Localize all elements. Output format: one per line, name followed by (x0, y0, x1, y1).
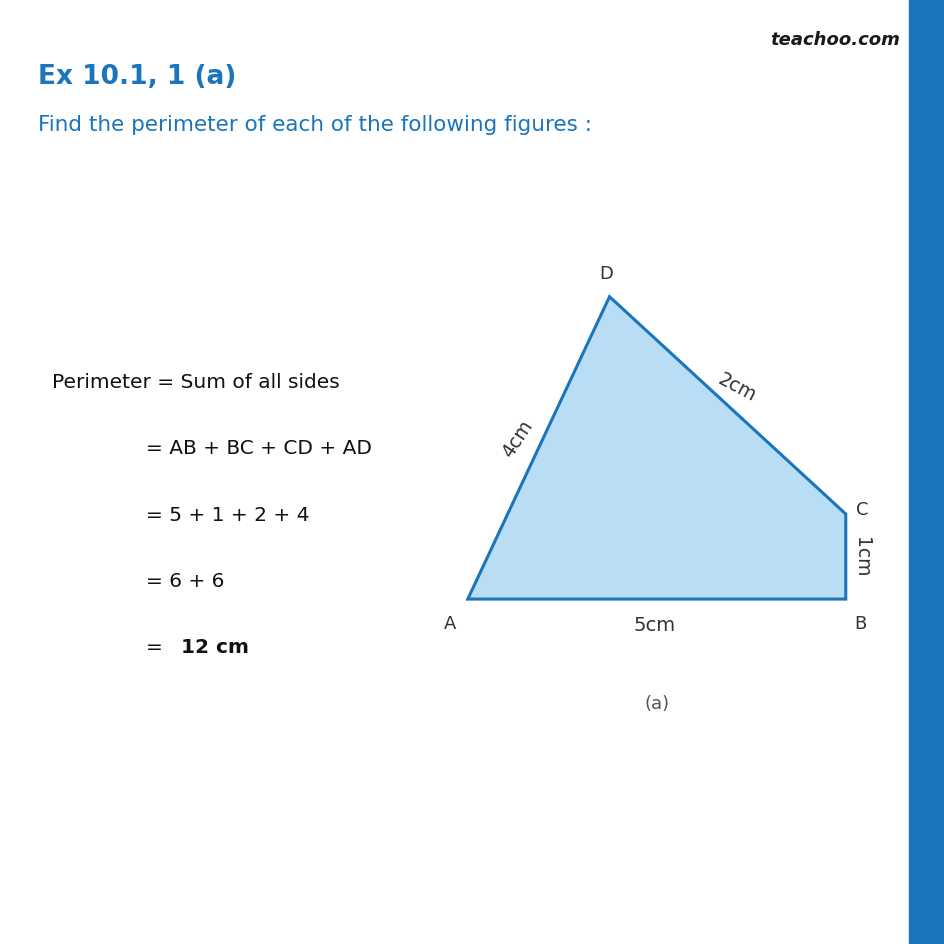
Text: Perimeter = Sum of all sides: Perimeter = Sum of all sides (52, 373, 339, 392)
Text: 5cm: 5cm (633, 615, 675, 634)
Text: teachoo.com: teachoo.com (769, 31, 899, 49)
Text: 12 cm: 12 cm (181, 637, 249, 656)
Text: 1cm: 1cm (851, 537, 870, 577)
Bar (908, 0, 944, 944)
Text: = AB + BC + CD + AD: = AB + BC + CD + AD (146, 439, 372, 458)
Polygon shape (467, 297, 845, 599)
Text: 2cm: 2cm (714, 369, 759, 405)
Text: (a): (a) (644, 694, 668, 713)
Text: Ex 10.1, 1 (a): Ex 10.1, 1 (a) (38, 64, 236, 91)
Text: D: D (598, 264, 612, 283)
Text: B: B (853, 614, 865, 632)
Text: Find the perimeter of each of the following figures :: Find the perimeter of each of the follow… (38, 115, 591, 135)
Text: 4cm: 4cm (498, 416, 536, 462)
Text: = 6 + 6: = 6 + 6 (146, 571, 225, 590)
Text: C: C (854, 500, 868, 519)
Text: =: = (146, 637, 170, 656)
Text: = 5 + 1 + 2 + 4: = 5 + 1 + 2 + 4 (146, 505, 310, 524)
Text: A: A (443, 614, 456, 632)
